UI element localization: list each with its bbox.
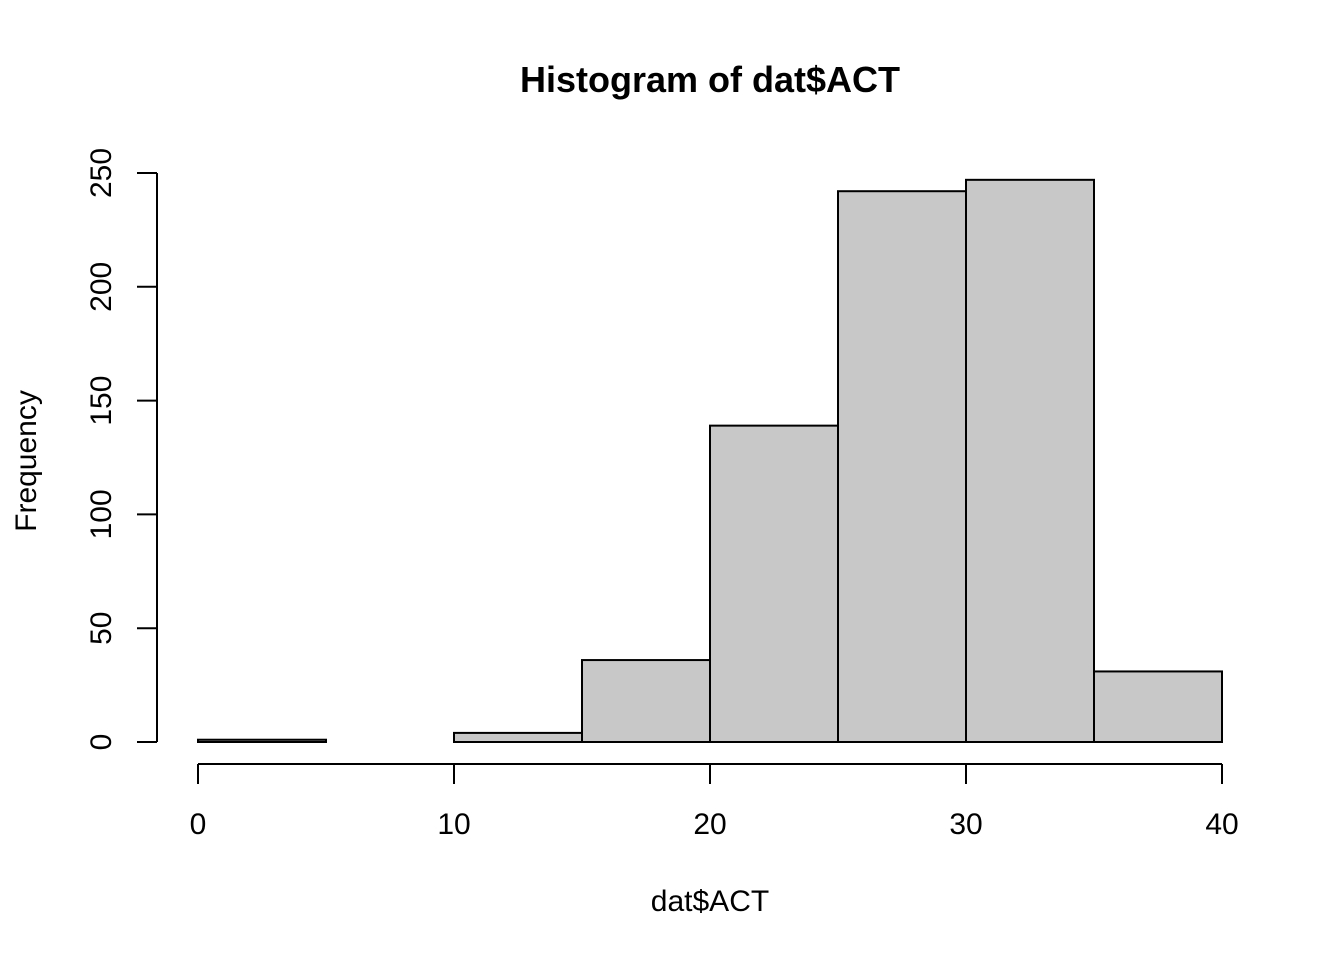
x-tick-label: 10	[437, 808, 470, 841]
x-tick-label: 40	[1205, 808, 1238, 841]
y-axis-label: Frequency	[10, 390, 43, 532]
histogram-bar	[709, 424, 839, 743]
x-axis: 0 10 20 30 40	[190, 763, 1239, 841]
histogram-bar	[453, 731, 583, 743]
x-tick-label: 20	[693, 808, 726, 841]
x-axis-label: dat$ACT	[651, 885, 769, 918]
y-tick-label: 200	[85, 262, 118, 312]
y-tick-label: 50	[85, 612, 118, 645]
y-axis: 0 50 100 150 200 250	[85, 148, 158, 751]
x-tick-label: 30	[949, 808, 982, 841]
y-tick-label: 100	[85, 489, 118, 539]
histogram-bar	[581, 659, 711, 744]
histogram-bar	[965, 178, 1095, 743]
histogram-bar	[837, 190, 967, 743]
chart-title: Histogram of dat$ACT	[520, 59, 900, 100]
y-tick-label: 250	[85, 148, 118, 198]
histogram-bar	[1093, 670, 1223, 743]
histogram-bar	[197, 738, 327, 743]
y-tick-label: 0	[85, 734, 118, 751]
y-tick-label: 150	[85, 376, 118, 426]
bars-group	[197, 178, 1223, 744]
x-tick-label: 0	[190, 808, 207, 841]
